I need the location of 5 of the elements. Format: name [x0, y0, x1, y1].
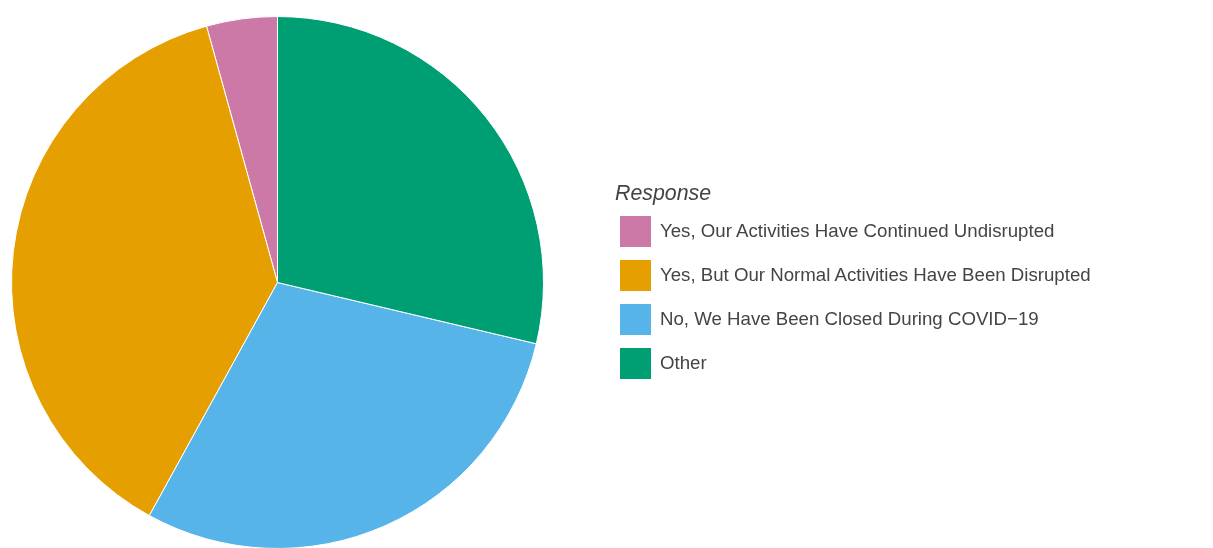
- legend-label: Other: [660, 351, 707, 375]
- legend-label: Yes, Our Activities Have Continued Undisrupted: [660, 219, 1055, 243]
- legend-label: No, We Have Been Closed During COVID−19: [660, 307, 1039, 331]
- legend-title: Response: [615, 181, 713, 206]
- legend-label: Yes, But Our Normal Activities Have Been Disrupted: [660, 263, 1091, 287]
